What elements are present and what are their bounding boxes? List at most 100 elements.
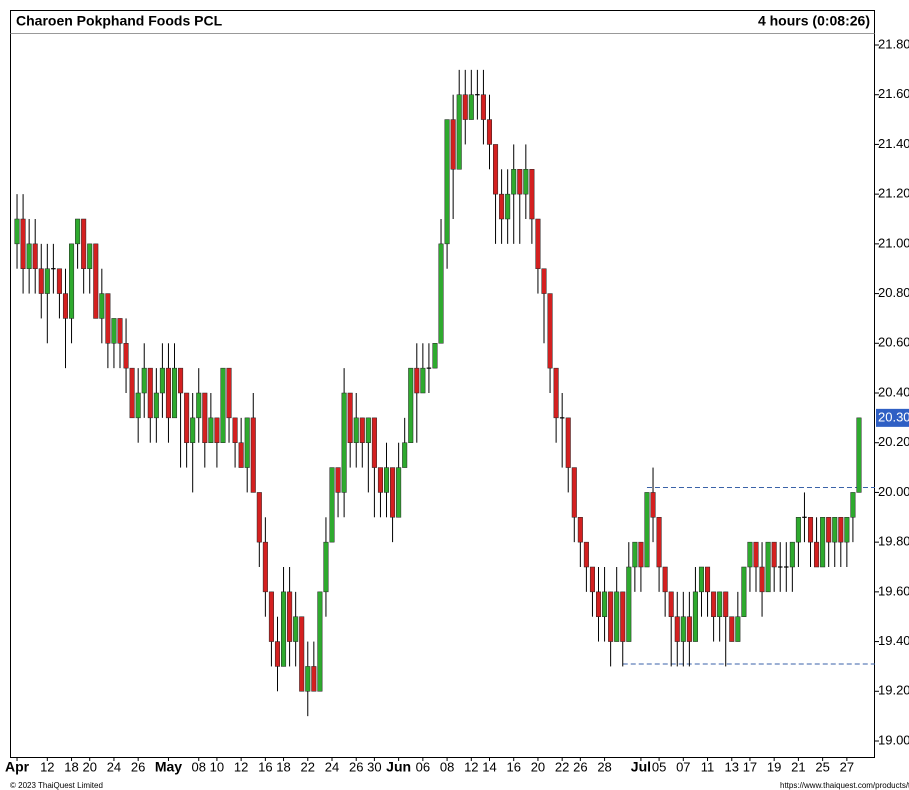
- candle-body: [32, 243, 38, 269]
- candle-body: [674, 616, 680, 642]
- candle-body: [553, 367, 559, 419]
- y-tick-label: 19.80: [878, 534, 909, 549]
- candle-body: [311, 666, 317, 692]
- footer-left: © 2023 ThaiQuest Limited: [10, 781, 103, 790]
- candle-body: [281, 591, 287, 667]
- footer-right: https://www.thaiquest.com/products/tqpro…: [780, 781, 909, 790]
- candle-body: [141, 367, 147, 394]
- candle-body: [753, 541, 759, 568]
- candle-body: [75, 218, 81, 245]
- candle-body: [293, 616, 299, 642]
- candle-body: [547, 293, 553, 369]
- x-tick-label: 12: [464, 759, 478, 774]
- candle-body: [595, 591, 602, 617]
- candle-body: [20, 218, 26, 269]
- candle-body: [686, 616, 692, 642]
- candle-body: [341, 392, 347, 493]
- candle-body: [226, 367, 232, 419]
- x-tick-label: 14: [482, 759, 496, 774]
- x-tick-label: 25: [815, 759, 829, 774]
- candle-body: [44, 268, 50, 294]
- candle-body: [856, 417, 862, 493]
- candle-body: [698, 566, 705, 593]
- candle-body: [717, 591, 723, 617]
- candle-body: [287, 591, 293, 642]
- candle-body: [123, 343, 129, 369]
- candle-body: [541, 268, 547, 294]
- y-tick-label: 21.20: [878, 186, 909, 201]
- candle-body: [529, 169, 535, 220]
- candle-body: [414, 367, 420, 394]
- candle-body: [305, 666, 311, 692]
- candle-body: [402, 442, 408, 468]
- x-tick-label: 26: [131, 759, 145, 774]
- x-tick-label: 07: [676, 759, 690, 774]
- candle-body: [129, 367, 135, 419]
- x-tick-label: 08: [440, 759, 454, 774]
- candle-body: [329, 467, 335, 543]
- candle-body: [456, 94, 462, 170]
- candle-body: [396, 467, 402, 518]
- candle-body: [444, 119, 450, 245]
- candle-body: [705, 566, 711, 593]
- candle-body: [147, 367, 153, 419]
- x-tick-label: 22: [555, 759, 569, 774]
- candle-body: [383, 467, 390, 493]
- y-tick-label: 20.80: [878, 285, 909, 300]
- candle-body: [807, 517, 814, 543]
- candle-body: [371, 417, 377, 468]
- candle-body: [165, 367, 171, 419]
- candle-body: [523, 169, 529, 195]
- candle-body: [723, 591, 729, 617]
- candle-body: [220, 367, 226, 443]
- candle-body: [62, 293, 69, 319]
- candle-body: [377, 467, 383, 493]
- candle-body: [826, 517, 832, 543]
- candle-body: [844, 517, 850, 543]
- candle-body: [268, 591, 274, 642]
- candle-body: [680, 616, 686, 642]
- candle-body: [759, 566, 765, 593]
- x-tick-label: Jun: [386, 759, 411, 775]
- x-tick-label: 27: [840, 759, 854, 774]
- candle-body: [438, 243, 444, 344]
- candle-body: [69, 243, 75, 319]
- candle-body: [668, 591, 674, 617]
- candle-body: [135, 392, 141, 419]
- x-tick-label: 20: [531, 759, 545, 774]
- candle-body: [299, 616, 305, 692]
- candle-body: [317, 591, 323, 692]
- x-tick-label: 22: [301, 759, 315, 774]
- candle-body: [202, 392, 208, 443]
- candle-body: [638, 541, 644, 568]
- candle-body: [335, 467, 341, 493]
- candle-body: [626, 566, 632, 642]
- x-tick-label: 11: [701, 759, 715, 774]
- candle-body: [608, 591, 614, 642]
- candle-body: [450, 119, 456, 170]
- candle-body: [420, 367, 426, 394]
- candle-body: [656, 517, 662, 568]
- y-tick-label: 21.00: [878, 235, 909, 250]
- x-tick-label: Jul: [631, 759, 651, 775]
- candle-body: [93, 243, 99, 319]
- candle-body: [171, 367, 178, 419]
- candle-body: [789, 541, 795, 568]
- candle-body: [602, 591, 608, 617]
- candle-body: [81, 218, 87, 269]
- y-tick-label: 20.40: [878, 384, 909, 399]
- candle-body: [765, 541, 771, 593]
- candle-body: [262, 541, 268, 593]
- x-tick-label: 30: [367, 759, 381, 774]
- candle-body: [159, 367, 165, 394]
- candle-body: [493, 144, 499, 195]
- x-tick-label: 06: [416, 759, 430, 774]
- y-tick-label: 20.20: [878, 434, 909, 449]
- candle-body: [38, 268, 44, 294]
- candle-body: [711, 591, 717, 617]
- x-tick-label: 18: [276, 759, 290, 774]
- x-tick-label: 13: [725, 759, 739, 774]
- candle-body: [208, 417, 214, 443]
- candle-body: [820, 517, 826, 568]
- candle-body: [517, 169, 523, 195]
